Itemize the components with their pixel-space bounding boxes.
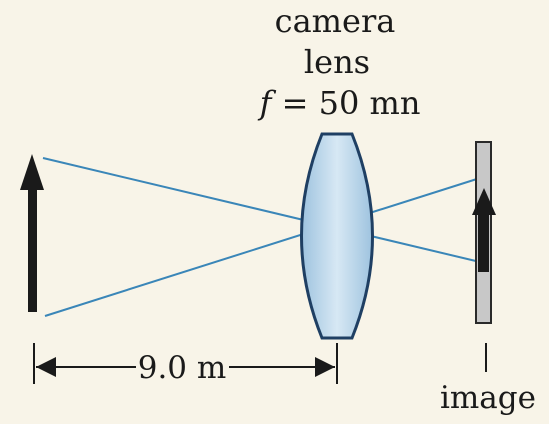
focal-length-label: f = 50 mn <box>258 84 421 122</box>
ray-top-to-bottom <box>42 157 481 263</box>
caption-line-camera: camera <box>275 2 396 40</box>
focal-value: = 50 mn <box>271 84 420 122</box>
distance-dimension: 9.0 m <box>33 343 338 386</box>
ray-bottom-to-top <box>44 177 481 317</box>
distance-label: 9.0 m <box>138 350 227 386</box>
image-arrow <box>472 188 496 272</box>
image-label: image <box>440 380 536 416</box>
light-rays <box>42 157 481 317</box>
object-arrow <box>20 154 44 312</box>
lens-caption: camera lens f = 50 mn <box>258 2 421 122</box>
camera-lens <box>300 132 374 340</box>
caption-line-lens: lens <box>304 43 370 81</box>
